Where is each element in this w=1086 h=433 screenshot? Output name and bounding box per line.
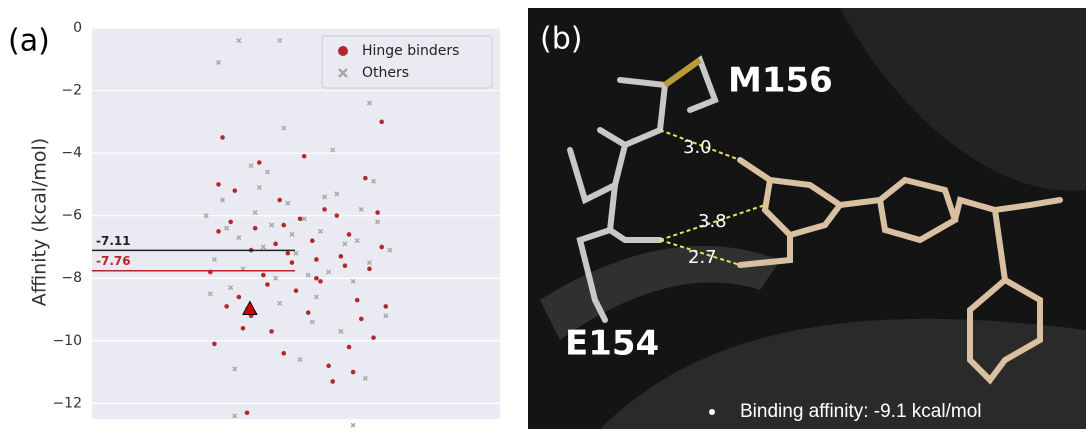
- point: [351, 423, 355, 427]
- point: [314, 276, 319, 281]
- panel-label: (b): [540, 22, 582, 57]
- point: [253, 226, 258, 231]
- point: [306, 310, 311, 315]
- point: [277, 198, 282, 203]
- point: [220, 135, 225, 140]
- point: [355, 298, 360, 303]
- point: [216, 182, 221, 187]
- y-tick-label: −4: [61, 145, 82, 161]
- legend-label: Others: [362, 65, 409, 81]
- point: [269, 329, 274, 334]
- point: [245, 410, 250, 415]
- point: [228, 220, 233, 225]
- legend-label: Hinge binders: [362, 43, 459, 59]
- y-tick-label: −2: [61, 83, 82, 99]
- panel-b: (b) M156 E154 3.0 3.8 2.7 Binding affini…: [528, 8, 1086, 429]
- point: [261, 273, 266, 278]
- point: [322, 207, 327, 212]
- y-axis-label: Affinity (kcal/mol): [29, 138, 51, 306]
- distance-label: 3.8: [698, 211, 727, 232]
- point: [314, 257, 319, 262]
- y-tick-label: −8: [61, 270, 82, 286]
- point: [237, 295, 242, 300]
- point: [375, 210, 380, 215]
- point: [265, 282, 270, 287]
- figure: (a) -7.11 -7.76 Hinge binders Others Affini…: [0, 0, 1086, 429]
- y-tick-label: −12: [52, 395, 82, 411]
- point: [281, 351, 286, 356]
- panel-label: (a): [8, 24, 50, 59]
- point: [335, 213, 340, 218]
- point: [359, 317, 364, 322]
- point: [290, 260, 295, 265]
- point: [347, 345, 352, 350]
- point: [347, 232, 352, 237]
- y-tick-label: −10: [52, 333, 82, 349]
- y-tick-label: 0: [73, 20, 82, 36]
- point: [257, 160, 262, 165]
- point: [298, 217, 303, 222]
- point: [241, 326, 246, 331]
- residue-label: M156: [728, 61, 833, 101]
- point: [273, 242, 278, 247]
- legend-marker: [338, 46, 348, 56]
- reference-label: -7.11: [96, 234, 131, 248]
- point: [302, 154, 307, 159]
- point: [383, 304, 388, 309]
- point: [233, 188, 238, 193]
- point: [367, 267, 372, 272]
- point: [343, 263, 348, 268]
- caption: Binding affinity: -9.1 kcal/mol: [740, 401, 982, 422]
- bullet: [709, 409, 715, 415]
- residue-label: E154: [565, 324, 659, 364]
- point: [294, 288, 299, 293]
- point: [281, 223, 286, 228]
- point: [379, 120, 384, 125]
- point: [371, 335, 376, 340]
- point: [216, 229, 221, 234]
- point: [330, 379, 335, 384]
- reference-label: -7.76: [96, 254, 131, 268]
- point: [339, 254, 344, 259]
- point: [363, 176, 368, 181]
- point: [212, 342, 217, 347]
- point: [318, 279, 323, 284]
- point: [286, 251, 291, 256]
- distance-label: 2.7: [688, 247, 717, 268]
- y-tick-label: −6: [61, 208, 82, 224]
- point: [326, 364, 331, 369]
- point: [310, 238, 315, 243]
- point: [224, 304, 229, 309]
- distance-label: 3.0: [683, 137, 712, 158]
- point: [351, 370, 356, 375]
- point: [379, 245, 384, 250]
